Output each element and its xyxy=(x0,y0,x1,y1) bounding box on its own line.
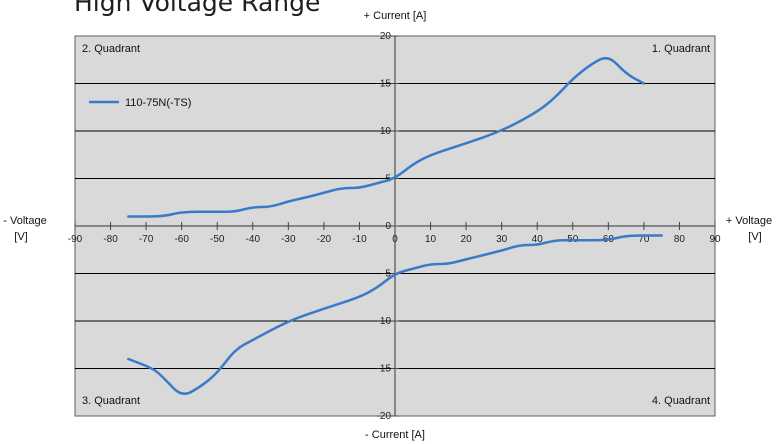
x-tick-label: -50 xyxy=(210,234,225,245)
x-axis-positive-label: + Voltage xyxy=(726,215,772,227)
x-tick-label: -10 xyxy=(352,234,367,245)
legend-series-label: 110-75N(-TS) xyxy=(125,97,191,109)
x-tick-label: 10 xyxy=(425,234,437,245)
quadrant-1-label: 1. Quadrant xyxy=(652,43,710,55)
quadrant-2-label: 2. Quadrant xyxy=(82,43,140,55)
x-tick-label: 20 xyxy=(461,234,473,245)
x-tick-label: 40 xyxy=(532,234,544,245)
y-tick-label: 20 xyxy=(380,31,392,42)
x-axis-negative-unit: [V] xyxy=(14,231,27,243)
x-tick-label: -20 xyxy=(317,234,332,245)
x-axis-positive-unit: [V] xyxy=(748,231,761,243)
x-tick-label: 30 xyxy=(496,234,508,245)
x-tick-label: 90 xyxy=(709,234,721,245)
chart-title: High Voltage Range xyxy=(74,0,321,17)
series-line-2 xyxy=(127,234,663,396)
y-axis-negative-label: - Current [A] xyxy=(365,429,425,441)
x-tick-label: -90 xyxy=(68,234,83,245)
y-tick-label: 0 xyxy=(385,221,391,232)
series-line-1 xyxy=(127,56,646,218)
y-tick-label: -10 xyxy=(377,316,392,327)
y-axis-positive-label: + Current [A] xyxy=(364,10,427,22)
x-tick-label: -70 xyxy=(139,234,154,245)
x-tick-label: 70 xyxy=(638,234,650,245)
x-tick-label: 0 xyxy=(392,234,398,245)
y-tick-label: -15 xyxy=(377,364,392,375)
y-tick-label: 15 xyxy=(380,79,392,90)
quadrant-4-label: 4. Quadrant xyxy=(652,395,710,407)
x-tick-label: -30 xyxy=(281,234,296,245)
x-tick-label: 80 xyxy=(674,234,686,245)
y-tick-label: 10 xyxy=(380,126,392,137)
quadrant-3-label: 3. Quadrant xyxy=(82,395,140,407)
y-tick-label: -5 xyxy=(382,269,391,280)
x-tick-label: -60 xyxy=(174,234,189,245)
x-axis-negative-label: - Voltage xyxy=(3,215,46,227)
x-tick-label: -40 xyxy=(246,234,261,245)
y-tick-label: -20 xyxy=(377,411,392,422)
x-tick-label: -80 xyxy=(103,234,118,245)
